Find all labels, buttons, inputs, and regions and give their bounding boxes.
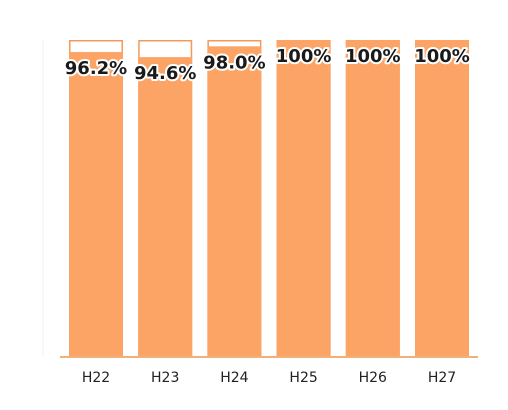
x-tick-labels-group: H22 H23 H24 H25 H26 H27 bbox=[82, 370, 456, 386]
value-label-h27: 100% bbox=[414, 46, 470, 67]
x-tick-label-h27: H27 bbox=[428, 370, 456, 386]
x-tick-label-h25: H25 bbox=[289, 370, 317, 386]
bar-h25 bbox=[276, 40, 331, 357]
value-label-h23: 94.6% bbox=[134, 63, 196, 84]
bar-h23 bbox=[138, 57, 193, 357]
bar-h24 bbox=[207, 46, 262, 358]
bar-h27 bbox=[415, 40, 469, 357]
bar-h22 bbox=[69, 52, 123, 358]
x-tick-label-h24: H24 bbox=[220, 370, 248, 386]
value-labels-group: 96.2% 94.6% 98.0% 100% 100% 100% bbox=[63, 44, 472, 86]
bar-h26 bbox=[345, 40, 400, 357]
value-label-h22: 96.2% bbox=[65, 58, 127, 79]
bars-group bbox=[69, 40, 469, 358]
x-tick-label-h22: H22 bbox=[82, 370, 110, 386]
value-label-h25: 100% bbox=[276, 46, 332, 67]
x-tick-label-h23: H23 bbox=[151, 370, 179, 386]
value-label-h26: 100% bbox=[345, 46, 401, 67]
x-tick-label-h26: H26 bbox=[359, 370, 387, 386]
value-label-h24: 98.0% bbox=[203, 52, 265, 73]
